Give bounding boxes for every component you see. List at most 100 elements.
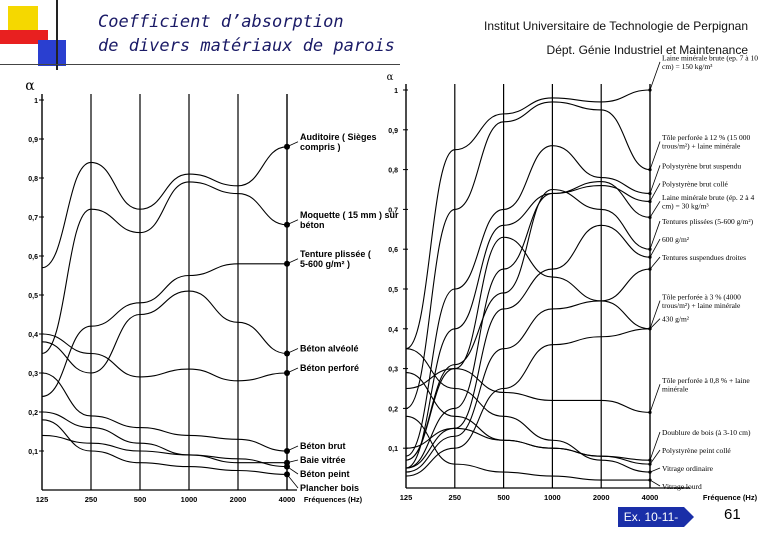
series-line-tole-perforee-a-12-15-000-trou — [405, 101, 651, 409]
series-label: Laine minérale brute (ép. 2 à 4 cm) = 30 … — [662, 193, 754, 211]
y-axis-label: α — [387, 72, 394, 83]
label-leader — [286, 474, 299, 489]
series-label: Béton brut — [300, 441, 346, 451]
y-axis-label: α — [25, 78, 35, 94]
series-line-beton-perfore — [41, 333, 288, 382]
series-line-vitrage-ordinaire — [405, 348, 651, 473]
y-tick-label: 0,3 — [388, 367, 398, 374]
series-line-430-g-m — [405, 328, 651, 477]
x-tick-label: 4000 — [279, 495, 296, 504]
series-label: Béton alvéolé — [300, 344, 359, 354]
y-tick-label: 0,1 — [388, 446, 398, 453]
series-line-polystyrene-brut-suspendu — [405, 145, 651, 457]
y-tick-label: 0,8 — [388, 168, 398, 175]
y-tick-label: 0,1 — [28, 449, 38, 456]
y-tick-label: 0,7 — [28, 215, 38, 222]
series-label: Tentures suspendues droites — [662, 253, 746, 262]
series-line-laine-minerale-brute-ep-2-a-4- — [405, 180, 651, 469]
series-label: Béton perforé — [300, 363, 359, 373]
label-leader — [649, 449, 661, 465]
series-label: Tôle perforée à 12 % (15 000 trous/m²) + … — [662, 133, 751, 151]
series-label: Vitrage ordinaire — [662, 464, 714, 473]
series-label: 600 g/m² — [662, 235, 690, 244]
series-label: Tenture plissée (5-600 g/m² ) — [300, 249, 371, 269]
series-line-doublure-de-bois-a-3-10-cm — [405, 372, 651, 461]
series-line-beton-brut — [41, 372, 288, 452]
chart-panel-1: 125 250 500 1000 2000 4000 0,1 0,2 0,3 0,4 0,5 0,6 0… — [25, 78, 399, 504]
label-leader — [286, 466, 299, 475]
y-tick-label: 0,5 — [28, 293, 38, 300]
label-leader — [649, 183, 661, 202]
series-label: Béton peint — [300, 469, 350, 479]
logo-blue-square — [38, 40, 66, 66]
y-tick-label: 1 — [394, 88, 398, 95]
y-tick-label: 0,9 — [388, 128, 398, 135]
y-tick-label: 0,4 — [28, 332, 38, 339]
title-line-2: de divers matériaux de parois — [98, 36, 395, 56]
x-tick-label: 250 — [85, 495, 98, 504]
series-label: Tôle perforée à 3 % (4000 trous/m²) + lai… — [662, 292, 741, 310]
label-leader — [286, 367, 299, 374]
series-label: Vitrage lourd — [662, 482, 702, 491]
x-tick-label: 500 — [497, 493, 510, 502]
label-leader — [286, 459, 299, 464]
label-leader — [649, 165, 661, 194]
logo-horizontal-line — [0, 64, 400, 65]
series-line-tole-perforee-a-3-4000-trous-m — [405, 236, 651, 461]
label-leader — [649, 300, 661, 329]
logo-yellow-square — [8, 6, 38, 32]
label-leader — [286, 219, 299, 226]
series-line-vitrage-lourd — [405, 415, 650, 481]
series-line-beton-alveole — [41, 290, 288, 374]
series-label: Tôle perforée à 0,8 % + laine minérale — [662, 376, 750, 394]
department-name: Dépt. Génie Industriel et Maintenance — [546, 43, 748, 57]
series-line-tentures-suspendues-droites — [405, 268, 651, 473]
label-leader — [649, 431, 661, 461]
x-tick-label: 125 — [36, 495, 49, 504]
y-tick-label: 0,6 — [388, 247, 398, 254]
label-leader — [286, 141, 299, 148]
series-line-polystyrene-peint-colle — [405, 427, 651, 465]
label-leader — [649, 256, 661, 270]
chart-panel-2: 125 250 500 1000 2000 4000 0,1 0,2 0,3 0,4 0,5 0,6 0… — [387, 54, 759, 502]
series-label: Tentures plissées (5-600 g/m²) — [662, 217, 754, 226]
y-tick-label: 0,6 — [28, 254, 38, 261]
series-label: Auditoire ( Sièges compris ) — [300, 132, 377, 152]
series-line-tole-perforee-a-0-8-laine-mine — [405, 368, 651, 413]
title-line-1: Coefficient d’absorption — [98, 12, 344, 32]
series-line-polystyrene-brut-colle — [405, 184, 651, 469]
y-tick-label: 0,5 — [388, 287, 398, 294]
y-tick-label: 0,3 — [28, 371, 38, 378]
label-leader — [649, 238, 661, 258]
label-leader — [649, 61, 661, 91]
label-leader — [286, 258, 299, 265]
x-tick-label: 1000 — [181, 495, 198, 504]
series-line-baie-vitree — [41, 411, 287, 464]
series-label: 430 g/m² — [662, 315, 690, 324]
y-tick-label: 0,9 — [28, 137, 38, 144]
series-label: Baie vitrée — [300, 455, 346, 465]
series-label: Moquette ( 15 mm ) sur béton — [300, 210, 399, 230]
y-tick-label: 0,2 — [28, 410, 38, 417]
y-tick-label: 0,2 — [388, 406, 398, 413]
logo-vertical-line — [56, 0, 58, 70]
series-label: Doublure de bois (à 3-10 cm) — [662, 428, 751, 437]
series-line-tenture-plissee-5-600-g-m — [41, 263, 287, 397]
series-label: Polystyrène brut suspendu — [662, 161, 741, 170]
series-line-auditoire-sieges-compris — [41, 146, 288, 269]
y-tick-label: 0,8 — [28, 176, 38, 183]
y-tick-label: 1 — [34, 98, 38, 105]
label-leader — [649, 220, 661, 250]
series-label: Polystyrène brut collé — [662, 179, 728, 188]
x-tick-label: 4000 — [642, 493, 659, 502]
x-tick-label: 1000 — [544, 493, 561, 502]
logo-red-bar — [0, 30, 48, 44]
exercise-link-button[interactable]: Ex. 10-11-12 — [618, 507, 694, 544]
x-axis-label: Fréquences (Hz) — [304, 495, 363, 504]
label-leader — [649, 141, 661, 170]
series-label: Plancher bois — [300, 483, 359, 493]
label-leader — [286, 348, 299, 354]
series-label: Laine minérale brute (ep. 7 à 10 cm) = 15… — [662, 54, 758, 72]
page-title: Coefficient d’absorption de divers matér… — [98, 10, 395, 58]
